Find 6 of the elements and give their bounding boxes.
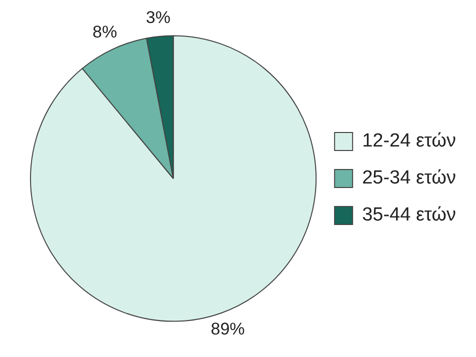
- data-label: 89%: [210, 319, 245, 338]
- legend-label: 12-24 ετών: [362, 130, 456, 152]
- legend-label: 35-44 ετών: [362, 204, 456, 226]
- data-label: 3%: [146, 8, 170, 28]
- data-label: 8%: [92, 22, 118, 42]
- legend-label: 25-34 ετών: [362, 168, 456, 189]
